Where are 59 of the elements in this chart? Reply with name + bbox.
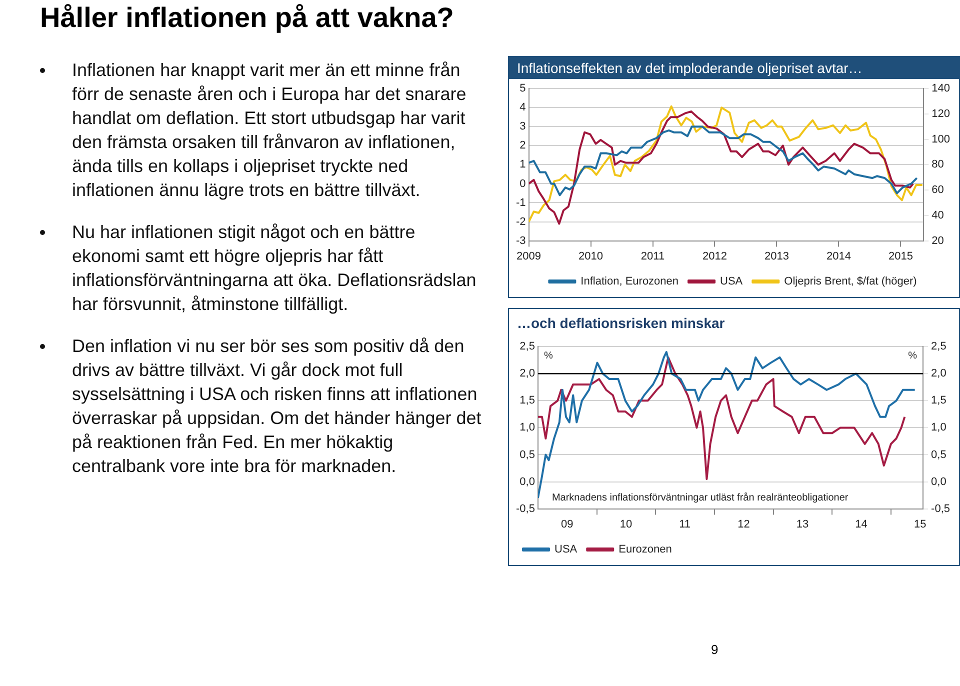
- y-tick-label: 2,5: [520, 340, 535, 353]
- x-tick-label: 10: [620, 518, 632, 530]
- y2-tick-label: 20: [932, 234, 944, 247]
- text: Håller inflationen på att vakna?: [40, 2, 454, 34]
- y-tick-label: 2,0: [520, 368, 535, 380]
- y-tick-label: 3: [520, 120, 526, 133]
- y2-tick-label: 1,5: [931, 394, 946, 407]
- x-tick-label: 2010: [578, 250, 604, 262]
- text: Nu har inflationen stigit något och en bättre ekonomi samt ett högre oljepris har fått inflationsförväntningarna att öka. Deflationsrädslan har försvunnit, åtminstone tillfälligt.: [72, 221, 478, 316]
- y-tick-label: -0,5: [516, 502, 535, 515]
- x-tick-label: 15: [914, 518, 926, 530]
- y2-tick-label: 140: [932, 82, 950, 95]
- chart-title: …och deflationsrisken minskar: [516, 314, 726, 333]
- y-tick-label: 1,0: [520, 422, 535, 434]
- y-tick-label: 1: [520, 158, 526, 171]
- y2-axis-title: %: [908, 350, 918, 362]
- legend-label: Oljepris Brent, $/fat (höger): [784, 276, 917, 288]
- y2-tick-label: 100: [932, 133, 950, 146]
- y-tick-label: -2: [516, 216, 526, 228]
- y2-tick-label: 2,5: [931, 340, 946, 353]
- y2-tick-label: 0,0: [931, 476, 946, 488]
- legend-label: Inflation, Eurozonen: [580, 276, 679, 288]
- text: Den inflation vi nu ser bör ses som positiv då den drivs av bättre tillväxt. Vi går dock mot full sysselsättning i USA och risken finns att inflationen överraskar på uppsidan. Om det händer hänger det på reaktionen från Fed. En mer hökaktig centralbank vore inte bra för marknaden.: [72, 335, 482, 478]
- y-tick-label: 4: [520, 102, 526, 114]
- y2-tick-label: 0,5: [931, 448, 946, 461]
- y-tick-label: 5: [520, 82, 526, 95]
- text: Inflationen har knappt varit mer än ett minne från förr de senaste åren och i Europa har det snarare handlat om deflation. Ett stort utbudsgap har varit den främsta orsaken till frånvaron av inflationen, ända tills en kollaps i oljepriset tryckte ned inflationen ännu lägre trots en bättre tillväxt.: [72, 59, 468, 202]
- y-axis-title: %: [544, 350, 553, 362]
- y-tick-label: 1,5: [520, 394, 535, 407]
- y-tick-label: 0: [520, 178, 526, 190]
- legend-label: USA: [554, 544, 578, 556]
- x-tick-label: 12: [738, 518, 750, 530]
- x-tick-label: 2009: [516, 250, 542, 262]
- y2-tick-label: 120: [932, 108, 950, 120]
- chart-title: Inflationseffekten av det imploderande oljepriset avtar…: [509, 57, 959, 79]
- legend-label: USA: [720, 276, 744, 288]
- y2-tick-label: 1,0: [931, 422, 946, 434]
- x-tick-label: 14: [855, 518, 868, 530]
- x-tick-label: 2014: [826, 250, 851, 262]
- y2-tick-label: 40: [932, 209, 944, 222]
- y2-tick-label: 2,0: [931, 368, 946, 380]
- y-tick-label: -3: [516, 234, 526, 247]
- x-tick-label: 2013: [764, 250, 789, 262]
- y2-tick-label: -0,5: [931, 502, 950, 515]
- x-tick-label: 13: [796, 518, 809, 530]
- y-tick-label: 2: [520, 140, 526, 152]
- x-tick-label: 11: [679, 518, 691, 530]
- y2-tick-label: 60: [932, 184, 944, 196]
- x-tick-label: 2011: [640, 250, 665, 262]
- x-tick-label: 09: [561, 518, 574, 530]
- y-tick-label: -1: [516, 196, 526, 209]
- annotation: Marknadens inflationsförväntningar utläst från realränteobligationer: [552, 492, 849, 504]
- y-tick-label: 0,5: [520, 448, 535, 461]
- y2-tick-label: 80: [932, 158, 944, 171]
- x-tick-label: 2015: [888, 250, 913, 262]
- y-tick-label: 0,0: [520, 476, 535, 488]
- legend-label: Eurozonen: [618, 544, 672, 556]
- x-tick-label: 2012: [702, 250, 727, 262]
- text: 9: [711, 642, 718, 657]
